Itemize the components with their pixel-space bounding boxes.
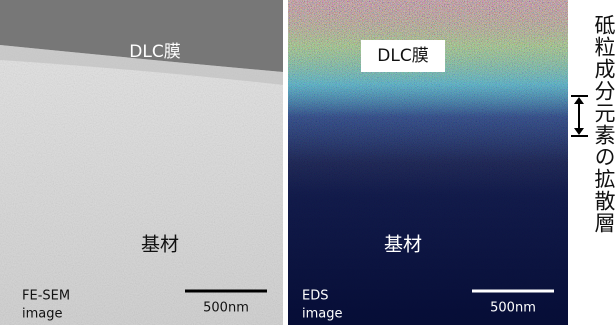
film-label: DLC膜 bbox=[129, 42, 180, 62]
sem-panel: DLC膜 基材 FE-SEM image 500nm bbox=[0, 0, 283, 325]
film-label: DLC膜 bbox=[377, 46, 428, 66]
substrate-label: 基材 bbox=[384, 234, 422, 256]
caption: EDS bbox=[302, 289, 328, 304]
substrate-label: 基材 bbox=[141, 234, 179, 256]
scale-label: 500nm bbox=[490, 301, 536, 316]
scale-label: 500nm bbox=[203, 301, 249, 316]
caption: FE-SEM bbox=[22, 289, 70, 304]
figure: DLC膜 基材 FE-SEM image 500nm DLC膜 基材 EDS i… bbox=[0, 0, 615, 325]
diffusion-bracket bbox=[571, 96, 588, 136]
caption: image bbox=[302, 307, 343, 322]
eds-panel: DLC膜 基材 EDS image 500nm bbox=[288, 0, 568, 325]
side-label: 砥粒成分元素の拡散層 bbox=[592, 14, 615, 234]
caption: image bbox=[22, 307, 63, 322]
arrow-head bbox=[574, 97, 584, 104]
arrow-head bbox=[574, 128, 584, 135]
